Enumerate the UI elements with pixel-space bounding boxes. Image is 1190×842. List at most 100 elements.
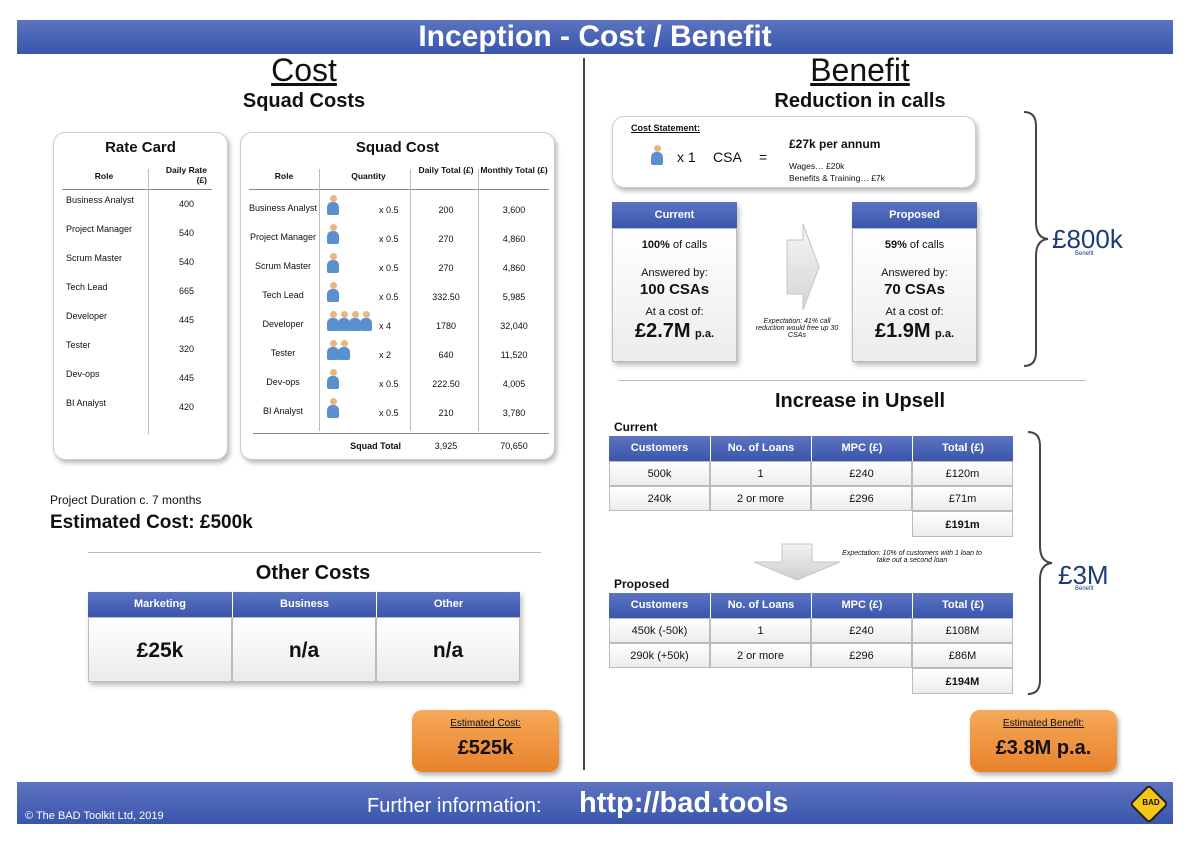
squad-daily-total: 200 — [438, 205, 454, 215]
upsell-cell: £120m — [912, 461, 1013, 486]
upsell-header: No. of Loans — [710, 436, 811, 461]
bad-logo-text: BAD — [1142, 798, 1160, 807]
upsell-cell: £240 — [811, 618, 912, 643]
calls-current-csas: 100 CSAs — [639, 281, 710, 298]
rate-card-role: Developer — [66, 311, 108, 321]
calls-benefit-label: Benefit — [1075, 251, 1094, 257]
upsell-cell: £240 — [811, 461, 912, 486]
squad-daily-header: Daily Total (£) — [418, 165, 474, 175]
upsell-current-label: Current — [614, 420, 658, 434]
squad-qty: x 4 — [379, 321, 392, 331]
person-icon — [327, 195, 339, 215]
calls-current-cost: £2.7M — [635, 320, 691, 342]
squad-qty: x 0.5 — [379, 263, 399, 273]
upsell-header: Customers — [609, 593, 710, 618]
squad-role: Dev-ops — [266, 377, 300, 387]
page-title-banner: Inception - Cost / Benefit — [17, 20, 1173, 54]
squad-role: Developer — [262, 319, 304, 329]
squad-monthly-total: 5,985 — [502, 292, 526, 302]
upsell-cell: £296 — [811, 486, 912, 511]
rate-card-role: Dev-ops — [66, 369, 100, 379]
squad-people-icons — [327, 195, 339, 217]
calls-proposed-box: Proposed 59% of calls Answered by: 70 CS… — [852, 202, 977, 362]
squad-costs-heading: Squad Costs — [242, 90, 366, 112]
rate-card-rate: 445 — [178, 373, 195, 383]
squad-people-icons — [327, 282, 339, 304]
squad-qty: x 0.5 — [379, 234, 399, 244]
calls-benefit-value: £800k — [1052, 224, 1123, 254]
calls-current-pct-suffix: of calls — [669, 239, 708, 251]
estimated-cost-box: Estimated Cost: £525k — [412, 710, 559, 772]
upsell-proposed-label: Proposed — [614, 577, 670, 591]
rate-card-rate: 540 — [178, 257, 195, 267]
other-costs-value-other: n/a — [376, 617, 520, 682]
person-icon — [327, 253, 339, 273]
squad-monthly-total: 32,040 — [500, 321, 528, 331]
center-divider — [583, 58, 585, 770]
upsell-benefit-value: £3M — [1058, 560, 1109, 590]
benefit-heading: Benefit — [810, 52, 910, 88]
squad-role: Project Manager — [249, 232, 317, 242]
rate-card-rate: 665 — [178, 286, 195, 296]
rate-card-rate: 400 — [178, 199, 195, 209]
squad-monthly-total: 4,005 — [502, 379, 526, 389]
squad-cost-title: Squad Cost — [355, 139, 440, 156]
estimated-cost-box-value: £525k — [457, 737, 514, 759]
squad-monthly-total: 3,780 — [502, 408, 526, 418]
person-icon — [327, 369, 339, 389]
upsell-proposed-table: Customers No. of Loans MPC (£) Total (£) 450… — [609, 593, 1013, 694]
calls-current-header: Current — [612, 202, 737, 228]
squad-qty: x 0.5 — [379, 292, 399, 302]
person-icon — [327, 311, 339, 331]
squad-people-icons — [327, 253, 339, 275]
other-costs-heading: Other Costs — [255, 562, 371, 584]
squad-qty: x 2 — [379, 350, 392, 360]
footer-url-link[interactable]: http://bad.tools — [579, 787, 789, 819]
cost-statement-wages: Wages… £20k — [789, 161, 845, 171]
rate-card-rate: 320 — [178, 344, 195, 354]
squad-daily-total: 640 — [438, 350, 454, 360]
squad-people-icons — [327, 340, 350, 362]
cost-statement-benefits: Benefits & Training… £7k — [789, 173, 885, 183]
squad-daily-total: 210 — [438, 408, 454, 418]
upsell-cell: 290k (+50k) — [609, 643, 710, 668]
calls-proposed-answered: Answered by: — [881, 267, 948, 279]
calls-expectation: Expectation: 41% call reduction would fr… — [755, 318, 839, 339]
squad-qty: x 0.5 — [379, 408, 399, 418]
cost-statement-card: Cost Statement: x 1 CSA = £27k per annum… — [612, 116, 976, 188]
upsell-total: £191m — [912, 511, 1013, 537]
other-costs-header-marketing: Marketing — [88, 592, 232, 617]
increase-in-upsell-heading: Increase in Upsell — [774, 390, 946, 412]
upsell-cell: 2 or more — [710, 486, 811, 511]
cost-statement-equals: = — [759, 149, 768, 165]
rate-card-role: Project Manager — [66, 224, 133, 234]
squad-cost-card: Squad Cost Role Quantity Daily Total (£)… — [240, 132, 555, 460]
person-icon — [327, 282, 339, 302]
other-costs-value-business: n/a — [232, 617, 376, 682]
cost-statement-label: Cost Statement: — [631, 123, 701, 133]
squad-role: Business Analyst — [248, 203, 318, 213]
squad-daily-total: 332.50 — [432, 292, 460, 302]
calls-proposed-pct-suffix: of calls — [906, 239, 945, 251]
rate-card-role: BI Analyst — [66, 398, 107, 408]
rate-card-title: Rate Card — [105, 139, 176, 156]
squad-people-icons — [327, 398, 339, 420]
estimated-cost: Estimated Cost: £500k — [50, 512, 253, 533]
person-icon — [327, 224, 339, 244]
squad-monthly-total: 4,860 — [502, 263, 526, 273]
squad-monthly-header: Monthly Total (£) — [480, 165, 548, 175]
squad-people-icons — [327, 224, 339, 246]
calls-proposed-pct: 59% — [884, 239, 907, 251]
upsell-cell: £86M — [912, 643, 1013, 668]
upsell-total: £194M — [912, 668, 1013, 694]
upsell-header: MPC (£) — [811, 593, 912, 618]
rate-card-role: Business Analyst — [66, 195, 135, 205]
csa-person-icon — [651, 145, 663, 165]
squad-role-header: Role — [274, 171, 294, 181]
person-icon — [349, 311, 361, 331]
squad-total-label: Squad Total — [350, 441, 401, 451]
calls-proposed-pa: p.a. — [935, 328, 954, 340]
other-costs-header-business: Business — [232, 592, 376, 617]
calls-proposed-cost-label: At a cost of: — [885, 306, 944, 318]
upsell-cell: 1 — [710, 461, 811, 486]
